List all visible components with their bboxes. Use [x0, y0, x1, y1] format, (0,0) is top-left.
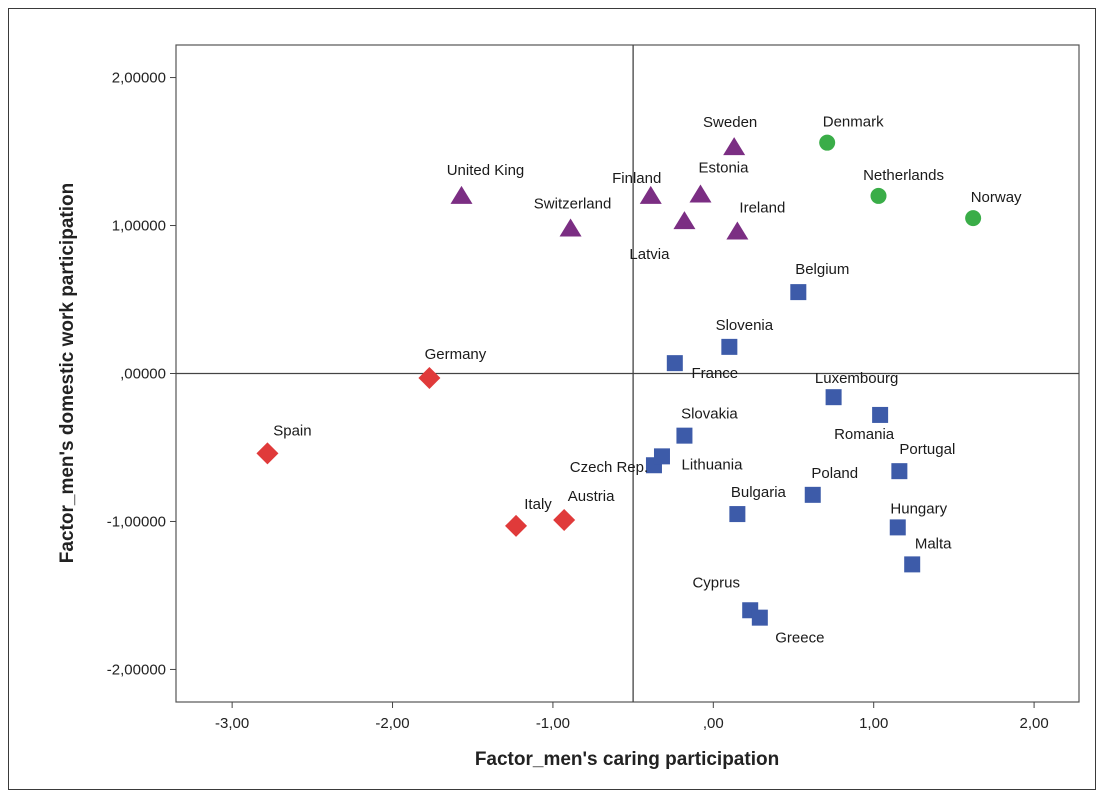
point-label-poland: Poland	[811, 465, 858, 482]
reference-lines	[176, 45, 1079, 702]
point-label-estonia: Estonia	[698, 159, 749, 176]
data-point-germany	[418, 366, 441, 389]
data-point-denmark	[819, 134, 836, 151]
x-axis: -3,00 -2,00 -1,00 ,00 1,00 2,00	[215, 702, 1049, 732]
x-tick-label: -3,00	[215, 715, 249, 732]
data-point-latvia	[673, 211, 696, 230]
data-point-austria	[553, 508, 576, 531]
point-label-ireland: Ireland	[739, 199, 785, 216]
y-axis: 2,00000 1,00000 ,00000 -1,00000 -2,00000	[107, 70, 176, 678]
data-point-greece	[751, 609, 768, 626]
x-tick-label: 2,00	[1019, 715, 1048, 732]
data-point-portugal	[891, 463, 908, 480]
data-point-romania	[872, 406, 889, 423]
data-point-ireland	[726, 221, 749, 240]
x-tick-label: ,00	[703, 715, 724, 732]
data-point-luxembourg	[825, 389, 842, 406]
data-point-hungary	[889, 519, 906, 536]
point-label-malta: Malta	[915, 535, 952, 552]
point-label-switzerland: Switzerland	[534, 195, 612, 212]
point-label-netherlands: Netherlands	[863, 167, 944, 184]
y-tick-label: 1,00000	[112, 218, 166, 235]
data-point-bulgaria	[729, 506, 746, 523]
point-label-denmark: Denmark	[823, 114, 884, 131]
data-point-france	[666, 355, 683, 372]
point-label-norway: Norway	[971, 189, 1022, 206]
y-tick-label: -2,00000	[107, 661, 166, 678]
point-label-latvia: Latvia	[629, 246, 670, 263]
point-label-greece: Greece	[775, 630, 824, 647]
point-label-slovakia: Slovakia	[681, 406, 738, 423]
data-point-lithuania	[653, 448, 670, 465]
data-point-sweden	[723, 137, 746, 156]
y-axis-title: Factor_men's domestic work participation	[57, 183, 78, 563]
point-label-italy: Italy	[524, 496, 552, 513]
data-point-switzerland	[559, 218, 582, 237]
point-label-finland: Finland	[612, 170, 661, 187]
point-label-spain: Spain	[273, 422, 311, 439]
point-label-portugal: Portugal	[899, 441, 955, 458]
point-label-sweden: Sweden	[703, 114, 757, 131]
x-axis-title: Factor_men's caring participation	[475, 749, 779, 770]
data-point-slovenia	[721, 338, 738, 355]
y-tick-label: 2,00000	[112, 70, 166, 87]
point-label-france: France	[691, 365, 738, 382]
data-point-slovakia	[676, 427, 693, 444]
point-label-belgium: Belgium	[795, 261, 849, 278]
point-label-lithuania: Lithuania	[682, 456, 744, 473]
data-point-spain	[256, 442, 279, 465]
point-label-united-king: United King	[447, 162, 525, 179]
point-label-luxembourg: Luxembourg	[815, 370, 898, 387]
point-label-germany: Germany	[425, 346, 487, 363]
data-point-poland	[804, 486, 821, 503]
data-point-belgium	[790, 284, 807, 301]
data-point-norway	[965, 210, 982, 227]
point-label-hungary: Hungary	[890, 500, 947, 517]
data-points	[256, 134, 982, 626]
x-tick-label: 1,00	[859, 715, 888, 732]
point-label-slovenia: Slovenia	[716, 317, 774, 334]
point-label-czech-rep: Czech Rep.	[570, 459, 648, 476]
point-label-austria: Austria	[568, 488, 615, 505]
y-tick-label: ,00000	[120, 366, 166, 383]
x-tick-label: -2,00	[375, 715, 409, 732]
point-label-romania: Romania	[834, 426, 895, 443]
data-point-netherlands	[870, 187, 887, 204]
data-point-malta	[904, 556, 921, 573]
x-tick-label: -1,00	[536, 715, 570, 732]
point-label-bulgaria: Bulgaria	[731, 484, 787, 501]
y-tick-label: -1,00000	[107, 513, 166, 530]
data-point-estonia	[689, 184, 712, 203]
data-point-italy	[505, 514, 528, 537]
data-point-united-king	[450, 185, 473, 204]
data-point-finland	[639, 185, 662, 204]
point-label-cyprus: Cyprus	[692, 574, 740, 591]
